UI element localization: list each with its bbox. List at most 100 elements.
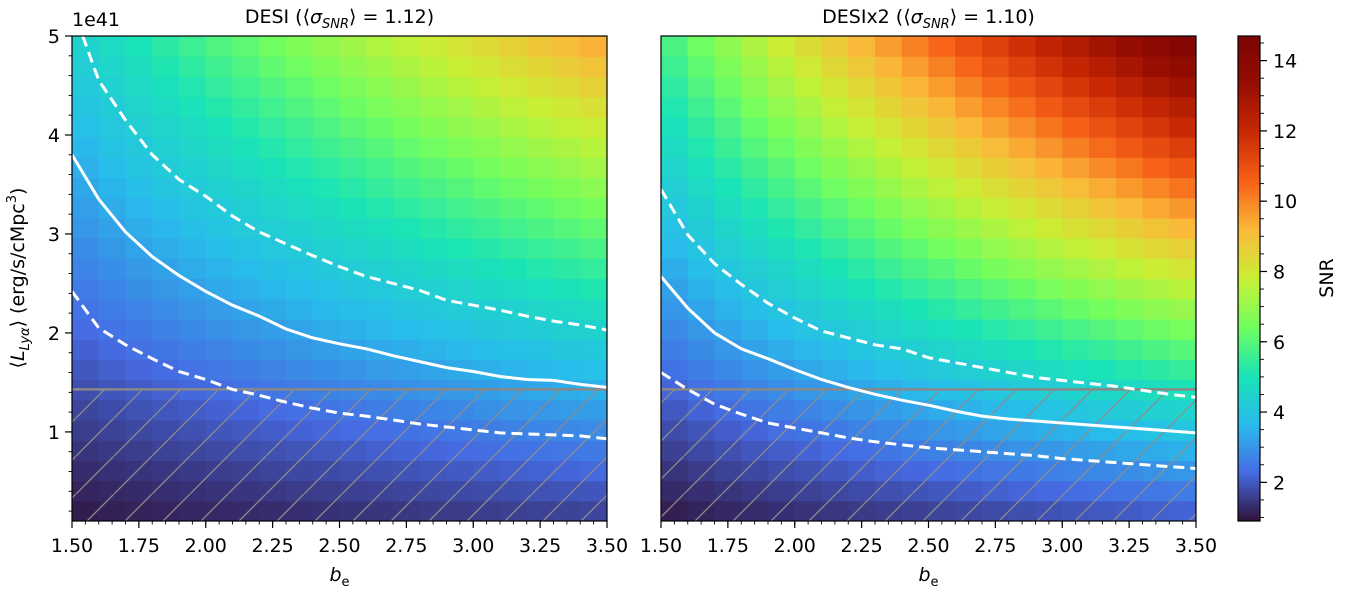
heatmap-cell — [1008, 96, 1037, 118]
heatmap-cell — [1089, 339, 1117, 360]
heatmap-cell — [901, 36, 930, 57]
heatmap-cell — [205, 339, 234, 360]
heatmap-cell — [1062, 298, 1090, 320]
heatmap-cell — [741, 318, 769, 340]
heatmap-cell — [928, 298, 956, 320]
heatmap-cell — [72, 278, 100, 300]
heatmap-cell — [366, 318, 394, 340]
heatmap-cell — [875, 298, 903, 320]
heatmap-cell — [875, 96, 903, 118]
heatmap-cell — [232, 258, 260, 280]
colorbar-tick-label: 6 — [1273, 332, 1285, 354]
heatmap-cell — [928, 36, 956, 57]
heatmap-cell — [473, 318, 501, 340]
heatmap-cell — [232, 197, 260, 219]
heatmap-cell — [259, 217, 287, 239]
heatmap-cell — [794, 339, 823, 360]
heatmap-cell — [875, 137, 903, 158]
contour-solid — [72, 154, 607, 389]
panel-title: DESI (⟨σSNR⟩ = 1.12) — [245, 6, 434, 32]
heatmap-cell — [446, 116, 474, 138]
heatmap-cell — [848, 318, 876, 340]
heatmap-cell — [286, 197, 314, 219]
heatmap-cell — [312, 238, 341, 259]
heatmap-cell — [1115, 157, 1144, 179]
heatmap-cell — [1008, 76, 1037, 98]
heatmap-cell — [526, 298, 555, 320]
heatmap-cell — [179, 96, 207, 118]
heatmap-cell — [714, 177, 742, 199]
heatmap-cell — [339, 36, 367, 57]
heatmap-cell — [152, 217, 180, 239]
heatmap-cell — [982, 56, 1010, 78]
heatmap-cell — [179, 278, 207, 300]
heatmap-cell — [955, 137, 983, 158]
heatmap-cell — [580, 36, 607, 57]
heatmap-cell — [473, 217, 501, 239]
heatmap-cell — [179, 76, 207, 98]
colorbar-tick-label: 8 — [1273, 261, 1285, 283]
heatmap-cell — [1008, 339, 1037, 360]
heatmap-cell — [473, 76, 501, 98]
heatmap-cell — [553, 137, 581, 158]
heatmap-cell — [72, 217, 100, 239]
heatmap-cell — [875, 238, 903, 259]
heatmap-cell — [848, 56, 876, 78]
heatmap-cell — [553, 278, 581, 300]
heatmap-cell — [1062, 177, 1090, 199]
heatmap-cell — [1169, 318, 1196, 340]
heatmap-cell — [312, 96, 341, 118]
heatmap-cell — [98, 137, 127, 158]
heatmap-cell — [1062, 56, 1090, 78]
heatmap-cell — [982, 36, 1010, 57]
heatmap-cell — [955, 258, 983, 280]
heatmap-cell — [687, 96, 716, 118]
heatmap-cell — [1035, 217, 1063, 239]
heatmap-cell — [1089, 318, 1117, 340]
heatmap-cell — [741, 278, 769, 300]
y-offset-label: 1e41 — [72, 9, 120, 31]
heatmap-cell — [580, 76, 607, 98]
heatmap-cell — [1142, 137, 1170, 158]
heatmap-cell — [687, 177, 716, 199]
heatmap-cell — [687, 76, 716, 98]
heatmap-cell — [1008, 318, 1037, 340]
heatmap-cell — [500, 318, 528, 340]
heatmap-cell — [526, 76, 555, 98]
heatmap-cell — [794, 318, 823, 340]
heatmap-cell — [259, 96, 287, 118]
heatmap-cell — [1062, 258, 1090, 280]
heatmap-cell — [1142, 359, 1170, 381]
heatmap-cell — [125, 339, 153, 360]
heatmap-cell — [821, 56, 849, 78]
heatmap-cell — [714, 36, 742, 57]
heatmap-cell — [553, 56, 581, 78]
heatmap-cell — [1169, 298, 1196, 320]
heatmap-cell — [661, 197, 689, 219]
heatmap-cell — [687, 339, 716, 360]
heatmap-cell — [152, 56, 180, 78]
heatmap-cell — [232, 298, 260, 320]
heatmap-cell — [473, 116, 501, 138]
heatmap-cell — [419, 157, 448, 179]
heatmap-cell — [661, 76, 689, 98]
heatmap-cell — [955, 318, 983, 340]
heatmap-cell — [794, 96, 823, 118]
heatmap-cell — [1142, 197, 1170, 219]
y-tick-label: 2 — [48, 323, 60, 345]
heatmap-cell — [72, 197, 100, 219]
heatmap-cell — [526, 157, 555, 179]
heatmap-cell — [339, 96, 367, 118]
heatmap-cell — [1062, 318, 1090, 340]
heatmap-cell — [286, 278, 314, 300]
heatmap-cell — [72, 116, 100, 138]
heatmap-cell — [741, 359, 769, 381]
heatmap-cell — [205, 56, 234, 78]
heatmap-cell — [661, 298, 689, 320]
heatmap-cell — [259, 177, 287, 199]
colorbar-tick-label: 4 — [1273, 402, 1285, 424]
heatmap-cell — [179, 217, 207, 239]
heatmap-cell — [1115, 137, 1144, 158]
heatmap-cell — [1035, 36, 1063, 57]
heatmap-cell — [901, 177, 930, 199]
